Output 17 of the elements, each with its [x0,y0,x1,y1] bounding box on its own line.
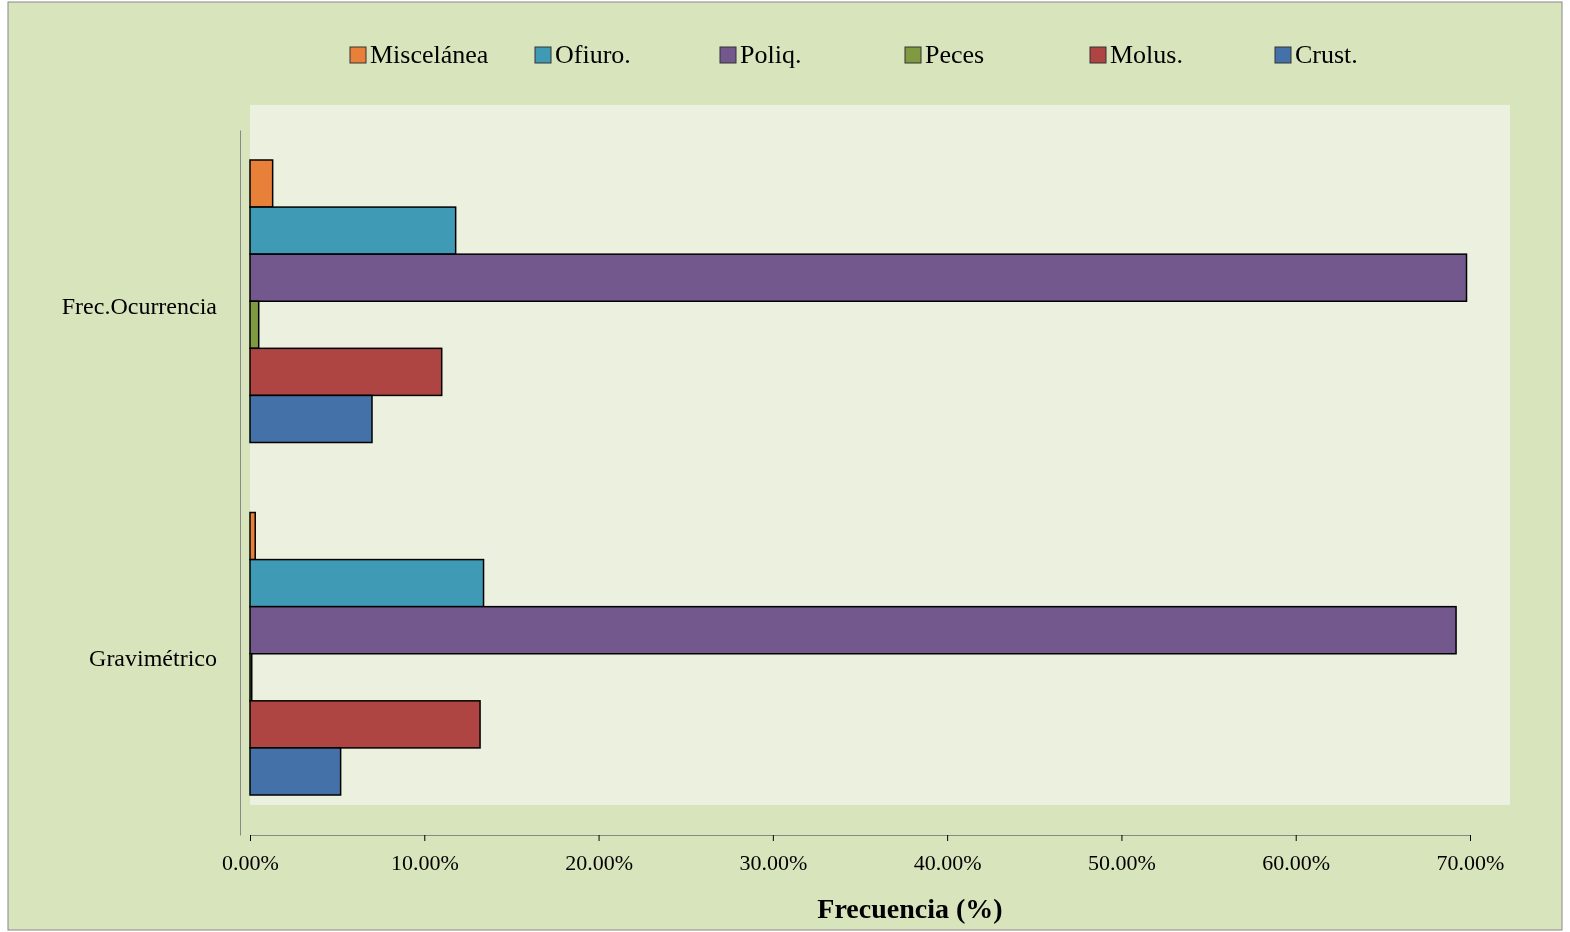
legend-label: Crust. [1295,40,1358,69]
legend-label: Poliq. [740,40,802,69]
legend-label: Molus. [1110,40,1183,69]
x-tick-label: 30.00% [739,850,808,876]
x-tick-label: 0.00% [222,850,279,876]
legend-label: Ofiuro. [555,40,631,69]
legend-label: Miscelánea [370,40,489,69]
x-tick-label: 10.00% [390,850,459,876]
x-tick-label: 60.00% [1262,850,1331,876]
legend-label: Peces [925,40,985,69]
x-tick-label: 40.00% [913,850,982,876]
x-axis-title: Frecuencia (%) [817,893,1003,924]
y-tick-label: Gravimétrico [89,645,217,672]
y-tick-label: Frec.Ocurrencia [61,292,218,319]
x-tick-label: 70.00% [1436,850,1505,876]
x-tick-label: 50.00% [1088,850,1156,876]
x-tick-label: 20.00% [565,850,633,876]
